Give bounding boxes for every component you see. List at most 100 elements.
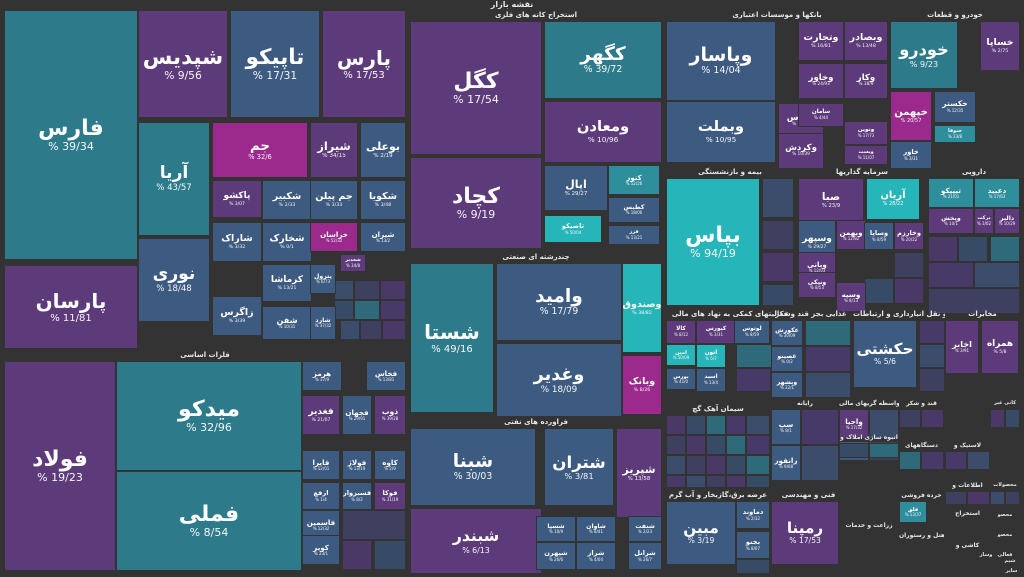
treemap-tile[interactable]: وخارزم% 20/22 — [894, 222, 924, 250]
treemap-tile[interactable]: خاور% 3/31 — [890, 141, 932, 169]
treemap-tile[interactable]: فوکا% 31/19 — [374, 482, 406, 510]
treemap-tile[interactable]: شفن% 10/31 — [262, 306, 312, 340]
treemap-tile[interactable]: شستا% 49/16 — [410, 263, 494, 413]
treemap-tile[interactable]: امین% 50/09 — [666, 344, 696, 366]
treemap-tile[interactable]: کویر% 23/1 — [302, 535, 340, 565]
treemap-tile[interactable]: لوتوس% 8/59 — [734, 320, 770, 344]
small-tile[interactable] — [805, 346, 851, 372]
treemap-tile[interactable]: کگهر% 39/72 — [544, 21, 662, 99]
treemap-tile[interactable]: رمپنا% 17/53 — [771, 501, 839, 565]
treemap-tile[interactable]: شیران% 13/2 — [360, 222, 406, 252]
small-tile[interactable] — [899, 409, 921, 428]
treemap-tile[interactable]: ومعادن% 10/96 — [544, 101, 662, 163]
small-tile[interactable] — [354, 280, 380, 300]
treemap-tile[interactable]: کنور% 52/26 — [608, 165, 660, 195]
small-tile[interactable] — [990, 491, 1005, 505]
treemap-tile[interactable]: پاکشو% 3/07 — [212, 180, 262, 218]
small-tile[interactable] — [334, 280, 354, 300]
treemap-tile[interactable]: وتجارت% 16/81 — [798, 21, 844, 61]
small-tile[interactable] — [958, 236, 988, 262]
treemap-tile[interactable]: شیراز% 34/15 — [310, 122, 358, 178]
small-tile[interactable] — [974, 262, 1020, 288]
treemap-tile[interactable]: پترول% 6/73 — [310, 264, 336, 294]
treemap-tile[interactable]: ارفع% 1/4 — [302, 482, 340, 510]
treemap-tile[interactable]: کچاد% 9/19 — [410, 157, 542, 249]
treemap-tile[interactable]: آریا% 43/57 — [138, 122, 210, 236]
small-tile[interactable] — [726, 435, 746, 455]
small-tile[interactable] — [919, 320, 945, 344]
treemap-tile[interactable]: اتون% 5/7 — [696, 344, 726, 368]
small-tile[interactable] — [869, 409, 899, 439]
small-tile[interactable] — [382, 320, 406, 340]
treemap-tile[interactable]: وخاور% 24/93 — [798, 63, 844, 99]
treemap-tile[interactable]: فسبزوار% 8/2 — [342, 482, 372, 510]
small-tile[interactable] — [945, 491, 967, 505]
treemap-tile[interactable]: خپهمن% 20/57 — [890, 91, 932, 141]
small-tile[interactable] — [342, 540, 372, 570]
treemap-tile[interactable]: وبهمن% 12/82 — [836, 220, 866, 250]
treemap-tile[interactable]: شتران% 3/81 — [544, 428, 614, 506]
treemap-tile[interactable]: شسپا% 10/9 — [536, 516, 576, 542]
treemap-tile[interactable]: ختوقا% 23/8 — [934, 125, 976, 143]
treemap-tile[interactable]: شپدیس% 9/56 — [138, 10, 228, 118]
treemap-tile[interactable]: وغدیر% 18/09 — [496, 343, 622, 417]
treemap-tile[interactable]: شنفت% 2/23 — [628, 516, 662, 542]
small-tile[interactable] — [899, 451, 921, 470]
treemap-tile[interactable]: آریان% 28/22 — [866, 178, 920, 220]
small-tile[interactable] — [666, 415, 686, 435]
treemap-tile[interactable]: فخاس% 13/81 — [366, 361, 406, 391]
treemap-tile[interactable]: وبست% 11/07 — [844, 145, 888, 165]
small-tile[interactable] — [921, 409, 944, 428]
treemap-tile[interactable]: وساپا% 8/59 — [864, 222, 894, 250]
treemap-tile[interactable]: بپاس% 94/19 — [666, 178, 760, 306]
treemap-tile[interactable]: مبین% 3/19 — [666, 501, 736, 565]
treemap-tile[interactable]: دالبر% 10/29 — [994, 208, 1020, 234]
small-tile[interactable] — [334, 300, 354, 320]
small-tile[interactable] — [990, 409, 1005, 428]
small-tile[interactable] — [967, 451, 990, 470]
small-tile[interactable] — [894, 252, 924, 278]
small-tile[interactable] — [1005, 409, 1020, 428]
treemap-tile[interactable]: کگل% 17/54 — [410, 21, 542, 155]
treemap-tile[interactable]: وکردش% 10/39 — [778, 133, 824, 169]
treemap-tile[interactable]: شارد% 37/32 — [310, 306, 336, 340]
treemap-tile[interactable]: صبا% 23/9 — [798, 178, 864, 222]
small-tile[interactable] — [928, 236, 958, 262]
treemap-tile[interactable]: فارس% 39/34 — [4, 10, 138, 260]
treemap-tile[interactable]: کالا% 8/12 — [666, 320, 696, 344]
treemap-tile[interactable]: پارس% 17/53 — [322, 10, 406, 118]
small-tile[interactable] — [928, 288, 1020, 314]
treemap-tile[interactable]: اسید% 13/4 — [696, 368, 726, 392]
treemap-tile[interactable]: وامید% 17/79 — [496, 263, 622, 341]
small-tile[interactable] — [990, 236, 1020, 262]
small-tile[interactable] — [706, 435, 726, 455]
treemap-tile[interactable]: شرانل% 26/7 — [628, 542, 662, 570]
small-tile[interactable] — [928, 262, 974, 288]
small-tile[interactable] — [354, 300, 380, 320]
small-tile[interactable] — [762, 252, 794, 282]
small-tile[interactable] — [894, 278, 924, 304]
treemap-tile[interactable]: کطبس% 18/06 — [608, 197, 660, 223]
small-tile[interactable] — [706, 475, 726, 488]
small-tile[interactable] — [919, 368, 945, 392]
treemap-tile[interactable]: حکشتی% 5/6 — [853, 320, 917, 388]
small-tile[interactable] — [746, 475, 770, 488]
treemap-tile[interactable]: فجهان% 29/91 — [342, 395, 372, 435]
small-tile[interactable] — [666, 475, 686, 488]
small-tile[interactable] — [805, 372, 851, 398]
small-tile[interactable] — [801, 409, 839, 445]
treemap-tile[interactable]: وکار% 38/9 — [844, 63, 888, 99]
small-tile[interactable] — [686, 415, 706, 435]
treemap-tile[interactable]: سامان% 4/44 — [798, 103, 844, 127]
small-tile[interactable] — [360, 320, 382, 340]
treemap-tile[interactable]: کبورس% 3/31 — [696, 320, 736, 344]
treemap-tile[interactable]: میدکو% 32/96 — [116, 361, 302, 471]
treemap-tile[interactable]: فایرا% 12/01 — [302, 450, 340, 480]
small-tile[interactable] — [736, 344, 772, 368]
small-tile[interactable] — [746, 435, 770, 455]
treemap-tile[interactable]: اپال% 29/27 — [544, 165, 608, 211]
treemap-tile[interactable]: زاگرس% 3/39 — [212, 296, 262, 336]
treemap-tile[interactable]: خکستر% 12/35 — [934, 91, 976, 123]
treemap-tile[interactable]: بورس% 41/0 — [666, 368, 696, 390]
treemap-tile[interactable]: شبندر% 6/13 — [410, 508, 542, 574]
